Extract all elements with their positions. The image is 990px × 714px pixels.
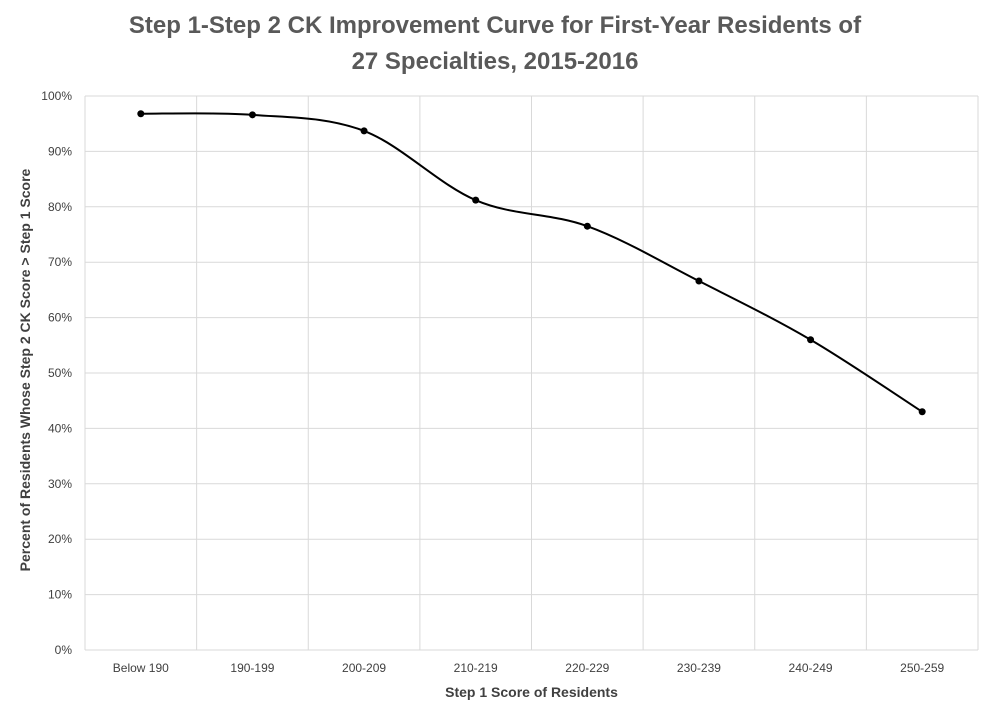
x-tick-label: 230-239 [677, 661, 721, 675]
x-tick-label: 210-219 [454, 661, 498, 675]
data-point [807, 336, 815, 344]
x-tick-label: 220-229 [565, 661, 609, 675]
x-tick-label: 250-259 [900, 661, 944, 675]
y-tick-label: 60% [48, 311, 72, 325]
data-point [583, 222, 591, 230]
y-tick-label: 100% [41, 89, 72, 103]
chart-title-line-2: 27 Specialties, 2015-2016 [351, 48, 639, 75]
series-layer [137, 110, 926, 416]
chart-title-line-1: Step 1-Step 2 CK Improvement Curve for F… [128, 12, 862, 39]
data-point [695, 277, 703, 285]
y-tick-label: 20% [48, 532, 72, 546]
chart-title: Step 1-Step 2 CK Improvement Curve for F… [0, 8, 990, 80]
x-axis-title: Step 1 Score of Residents [445, 684, 618, 700]
y-tick-label: 40% [48, 421, 72, 435]
data-point [137, 110, 145, 118]
x-tick-label: 240-249 [789, 661, 833, 675]
y-tick-label: 30% [48, 477, 72, 491]
y-axis-title: Percent of Residents Whose Step 2 CK Sco… [17, 168, 33, 571]
y-tick-label: 50% [48, 366, 72, 380]
data-point [360, 127, 368, 135]
y-tick-label: 90% [48, 144, 72, 158]
series-line [140, 112, 923, 413]
data-point [248, 111, 256, 119]
y-tick-label: 0% [55, 643, 73, 657]
x-tick-label: 190-199 [230, 661, 274, 675]
y-tick-label: 70% [48, 255, 72, 269]
data-point [918, 408, 926, 416]
x-tick-label: 200-209 [342, 661, 386, 675]
x-axis-ticks: Below 190 190-199 200-209 210-219 220-229 230… [113, 661, 945, 675]
y-tick-label: 80% [48, 200, 72, 214]
gridlines [84, 95, 979, 651]
y-axis-ticks: 0% 10% 20% 30% 40% 50% 60% 70% 80% 90% 100% [41, 89, 72, 657]
data-point [472, 196, 480, 204]
y-tick-label: 10% [48, 588, 72, 602]
x-tick-label: Below 190 [113, 661, 169, 675]
